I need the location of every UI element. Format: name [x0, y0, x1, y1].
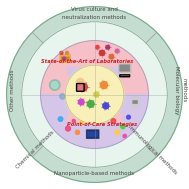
FancyBboxPatch shape	[132, 97, 138, 107]
Circle shape	[22, 22, 167, 167]
Circle shape	[60, 51, 63, 54]
Circle shape	[63, 57, 66, 60]
Text: Chemical methods: Chemical methods	[15, 130, 55, 170]
Text: Virus culture and: Virus culture and	[71, 7, 118, 12]
Circle shape	[103, 103, 109, 109]
Circle shape	[127, 115, 130, 119]
FancyBboxPatch shape	[133, 100, 138, 104]
FancyBboxPatch shape	[60, 54, 71, 63]
FancyBboxPatch shape	[61, 57, 69, 60]
FancyBboxPatch shape	[88, 132, 98, 137]
Circle shape	[123, 134, 126, 138]
Circle shape	[94, 92, 99, 97]
FancyBboxPatch shape	[120, 75, 130, 77]
Circle shape	[115, 49, 119, 53]
Circle shape	[79, 83, 87, 91]
Wedge shape	[41, 94, 148, 148]
Text: Nanoparticle-based methods: Nanoparticle-based methods	[54, 171, 135, 176]
Wedge shape	[68, 94, 121, 121]
Circle shape	[100, 81, 108, 89]
Circle shape	[111, 119, 116, 123]
Circle shape	[115, 130, 119, 135]
Text: Other methods: Other methods	[10, 69, 15, 111]
Circle shape	[66, 126, 70, 131]
Circle shape	[80, 121, 83, 125]
Text: Molecular biology: Molecular biology	[174, 66, 179, 114]
FancyBboxPatch shape	[77, 84, 84, 91]
Wedge shape	[41, 41, 148, 94]
Wedge shape	[67, 68, 121, 94]
FancyBboxPatch shape	[118, 63, 131, 73]
Circle shape	[106, 45, 110, 49]
Circle shape	[121, 125, 125, 129]
FancyBboxPatch shape	[120, 65, 130, 71]
Circle shape	[78, 99, 84, 105]
Circle shape	[58, 117, 63, 121]
Text: Point-of-Care Strategies: Point-of-Care Strategies	[67, 122, 137, 127]
Text: methods: methods	[181, 78, 186, 102]
Circle shape	[96, 46, 99, 49]
Circle shape	[66, 51, 69, 54]
Circle shape	[60, 94, 65, 99]
Circle shape	[87, 101, 94, 107]
Text: Immunological methods: Immunological methods	[128, 125, 178, 176]
Circle shape	[77, 78, 84, 86]
Circle shape	[7, 7, 182, 182]
Circle shape	[50, 80, 60, 90]
Circle shape	[72, 119, 75, 122]
Text: State-of-the-Art of Laboratories: State-of-the-Art of Laboratories	[41, 59, 133, 64]
FancyBboxPatch shape	[86, 130, 99, 139]
Circle shape	[65, 65, 124, 124]
Circle shape	[109, 54, 114, 59]
Circle shape	[51, 82, 58, 88]
Circle shape	[75, 130, 80, 134]
Circle shape	[99, 50, 105, 56]
Text: neutralization methods: neutralization methods	[62, 15, 127, 19]
